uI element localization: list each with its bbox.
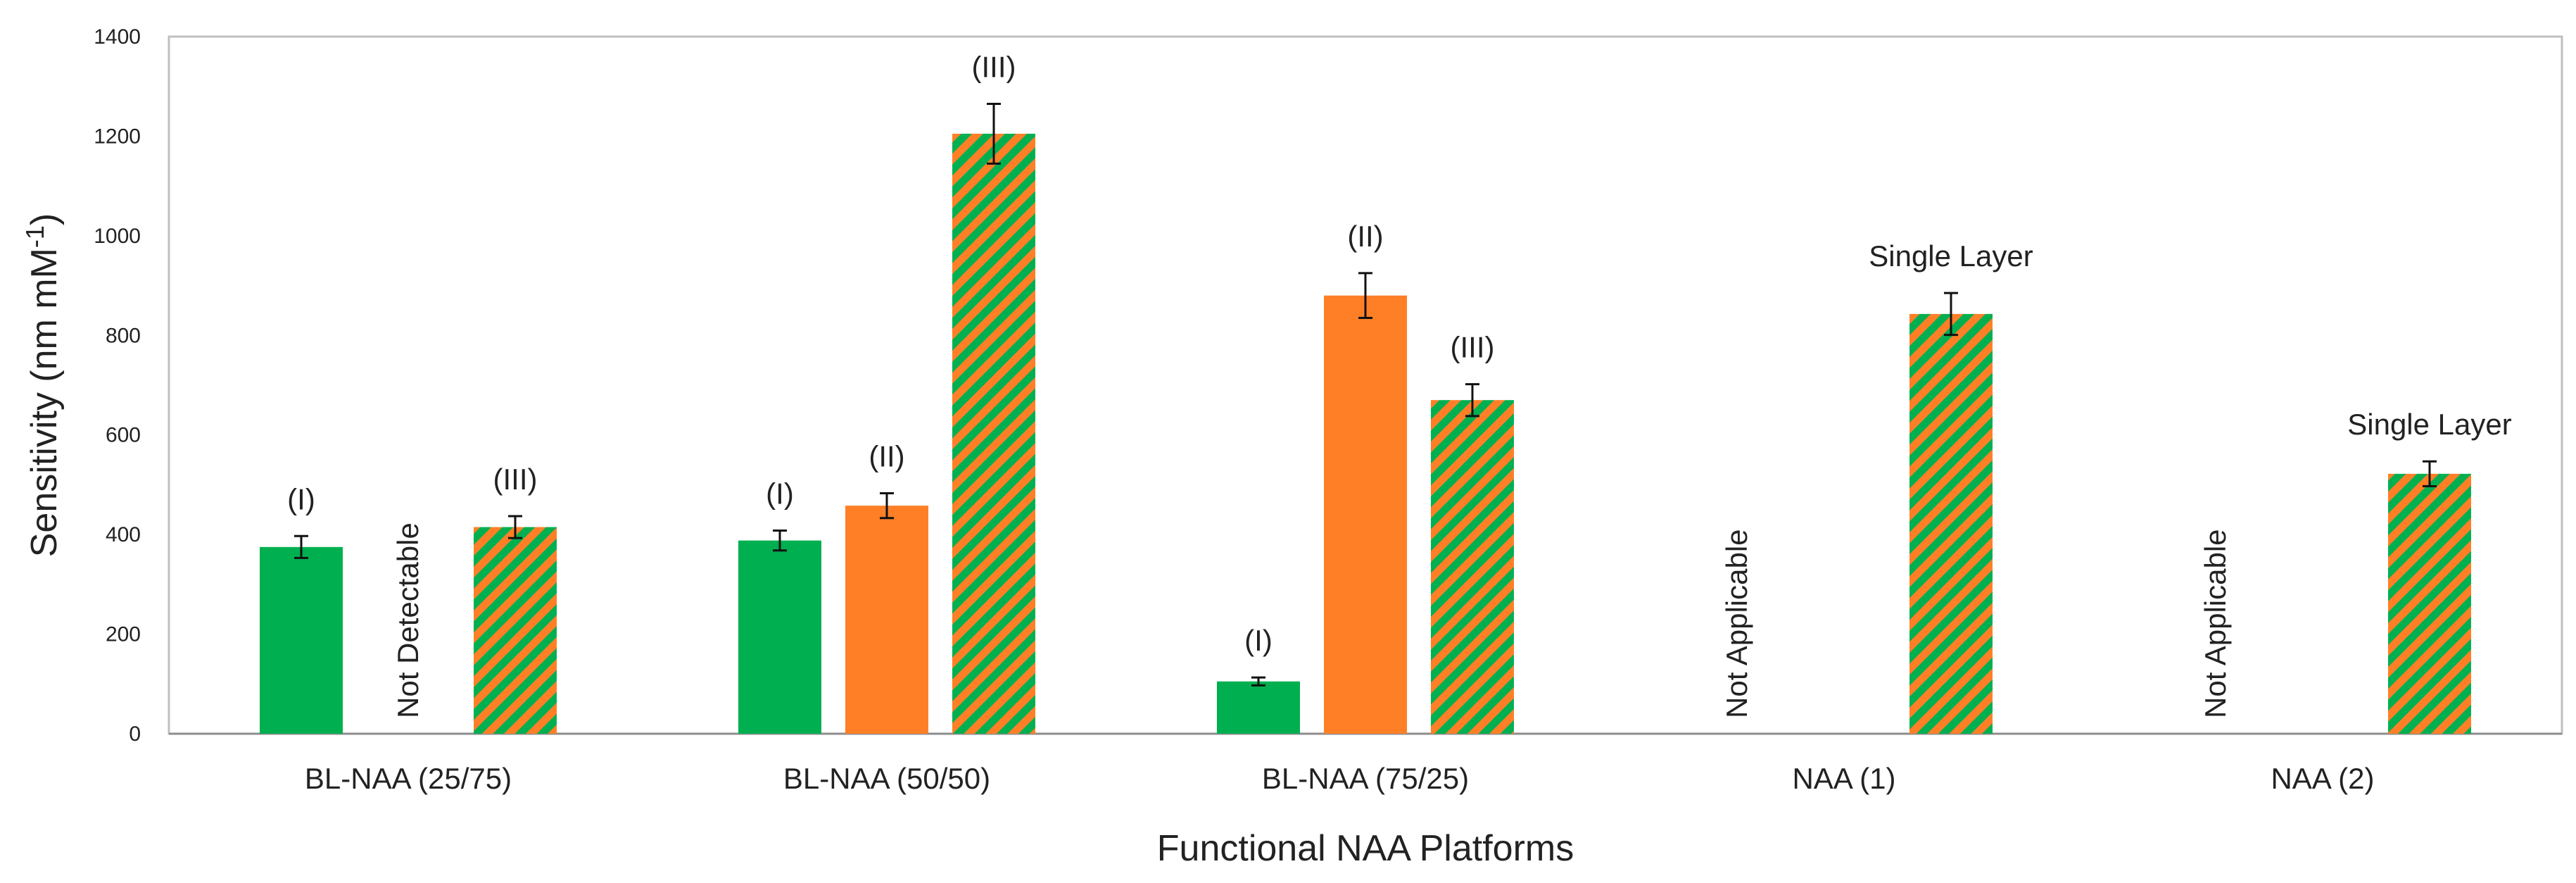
y-tick-label: 1000 bbox=[94, 225, 141, 248]
category-labels: BL-NAA (25/75) BL-NAA (50/50) BL-NAA (75/2… bbox=[305, 762, 2375, 795]
bar bbox=[845, 506, 928, 734]
bar-label: Single Layer bbox=[2347, 408, 2511, 441]
bar bbox=[1324, 295, 1407, 734]
y-axis-title-close: ) bbox=[24, 213, 65, 225]
bar-label: (III) bbox=[1451, 331, 1495, 364]
y-axis-title-main: Sensitivity (nm mM bbox=[24, 248, 65, 557]
y-tick-label: 600 bbox=[106, 424, 141, 447]
bar bbox=[952, 133, 1035, 734]
bar bbox=[738, 540, 821, 734]
bar bbox=[1431, 400, 1514, 734]
category-tick-label: NAA (1) bbox=[1792, 762, 1895, 795]
y-tick-label: 400 bbox=[106, 523, 141, 546]
bar-label: (I) bbox=[287, 482, 315, 515]
y-tick-label: 0 bbox=[129, 722, 141, 746]
y-tick-label: 800 bbox=[106, 324, 141, 347]
bar-label: (I) bbox=[766, 477, 794, 510]
category-tick-label: BL-NAA (50/50) bbox=[783, 762, 990, 795]
bar-label: Single Layer bbox=[1869, 239, 2033, 273]
bar-label: (III) bbox=[972, 50, 1016, 83]
bar bbox=[2388, 473, 2471, 734]
y-tick-label: 200 bbox=[106, 623, 141, 646]
annotation-label: Not Detectable bbox=[391, 522, 424, 718]
category-tick-label: BL-NAA (25/75) bbox=[305, 762, 512, 795]
bar bbox=[474, 527, 557, 734]
bar-label: (I) bbox=[1244, 624, 1273, 657]
annotation-label: Not Applicable bbox=[1720, 529, 1753, 718]
category-tick-label: BL-NAA (75/25) bbox=[1262, 762, 1469, 795]
bar-label: (III) bbox=[493, 463, 538, 496]
y-axis-title: Sensitivity (nm mM-1) bbox=[20, 213, 65, 558]
bar-label: (II) bbox=[1347, 220, 1383, 253]
y-tick-label: 1400 bbox=[94, 25, 141, 49]
y-axis-ticks: 0 200 400 600 800 1000 1200 1400 bbox=[94, 25, 141, 746]
bar bbox=[1909, 313, 1993, 734]
y-axis-title-superscript: -1 bbox=[20, 225, 49, 248]
bar bbox=[260, 546, 343, 734]
y-tick-label: 1200 bbox=[94, 125, 141, 148]
category-tick-label: NAA (2) bbox=[2271, 762, 2374, 795]
x-axis-title: Functional NAA Platforms bbox=[1157, 828, 1574, 869]
annotation-label: Not Applicable bbox=[2199, 529, 2232, 718]
bar-label: (II) bbox=[869, 439, 904, 472]
bar bbox=[1217, 681, 1300, 734]
bars-group: (I) (III) (I) (II) (III) (I) (II) (III) Single L… bbox=[260, 50, 2512, 734]
